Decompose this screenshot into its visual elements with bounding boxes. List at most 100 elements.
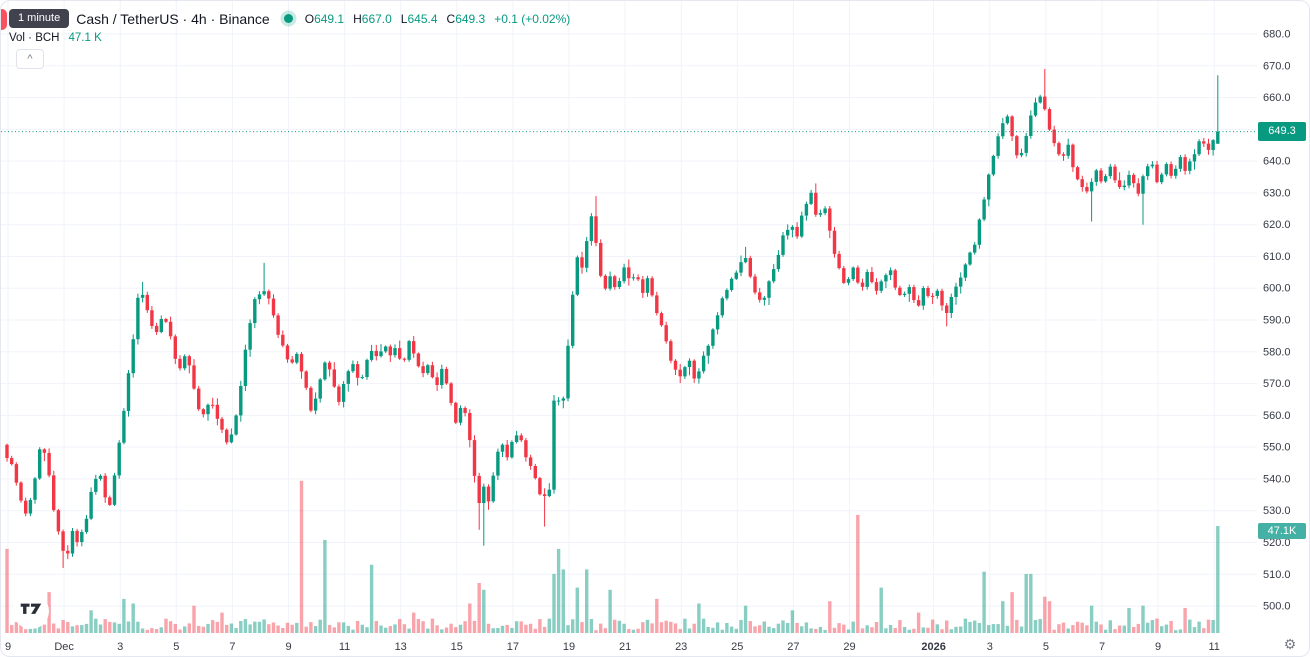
volume-bar <box>1080 622 1084 633</box>
candle <box>930 293 935 305</box>
candle <box>1005 114 1010 125</box>
volume-bar <box>884 628 888 633</box>
candle <box>538 476 542 496</box>
volume-bar <box>430 618 435 633</box>
price-tick: 620.0 <box>1263 219 1291 231</box>
candle <box>683 365 687 379</box>
candle <box>407 339 411 362</box>
time-tick: 21 <box>619 641 631 653</box>
volume-bar <box>140 628 145 633</box>
volume-bar <box>304 626 308 633</box>
volume-bar <box>533 628 537 633</box>
close-value: 649.3 <box>455 11 486 26</box>
candle <box>1061 152 1066 161</box>
volume-bar <box>748 621 752 633</box>
candle <box>828 206 832 239</box>
volume-bar <box>70 626 75 633</box>
candle <box>561 396 565 409</box>
volume-bar <box>823 630 827 633</box>
volume-bar <box>767 626 771 633</box>
candle <box>940 288 944 311</box>
volume-bar <box>117 623 121 633</box>
volume-bar <box>1197 621 1201 633</box>
volume-bar <box>1155 618 1159 633</box>
volume-legend: Vol · BCH 47.1 K <box>9 32 102 44</box>
candle <box>19 481 23 503</box>
axis-settings-gear-icon[interactable]: ⚙ <box>1283 636 1297 652</box>
candle <box>374 344 378 361</box>
candle <box>398 340 402 361</box>
candle <box>75 528 79 547</box>
volume-bar <box>1052 629 1056 633</box>
candle <box>706 344 710 364</box>
volume-bar <box>809 628 813 633</box>
volume-bar <box>1127 608 1131 633</box>
candle <box>669 339 673 364</box>
candle <box>1019 148 1024 158</box>
candle <box>842 265 846 284</box>
volume-bar <box>711 627 715 633</box>
candle <box>318 378 322 403</box>
candle <box>664 321 668 344</box>
candle <box>935 288 939 299</box>
candle <box>482 483 486 546</box>
volume-bar <box>369 564 374 633</box>
volume-bar <box>1038 619 1042 633</box>
candle <box>421 361 425 378</box>
candle <box>5 443 9 462</box>
time-tick: 23 <box>675 641 687 653</box>
candle <box>122 408 126 445</box>
volume-bar <box>145 629 149 633</box>
volume-bar <box>945 620 949 633</box>
market-status-icon <box>283 14 293 23</box>
candle <box>112 472 117 506</box>
candle <box>837 250 841 270</box>
volume-bar <box>678 629 682 633</box>
candle <box>963 263 968 281</box>
volume-bar <box>500 625 505 633</box>
candle <box>136 293 140 345</box>
candle <box>673 359 678 375</box>
candle <box>42 448 47 462</box>
volume-bar <box>341 622 346 633</box>
candle <box>327 360 332 377</box>
candle <box>636 274 640 282</box>
candle <box>154 322 159 335</box>
volume-bar <box>444 627 449 633</box>
volume-bar <box>178 629 182 633</box>
candle <box>10 455 14 466</box>
candle <box>720 296 724 318</box>
price-tick: 630.0 <box>1263 187 1291 199</box>
price-axis[interactable]: 680.0670.0660.0650.0640.0630.0620.0610.0… <box>1257 1 1310 633</box>
volume-bar <box>253 621 257 633</box>
candle <box>613 274 617 290</box>
candle <box>28 497 33 517</box>
candle <box>477 472 481 530</box>
time-axis[interactable]: 9 Dec 3 5 7 9 11 13 15 17 19 21 23 25 27 29 2026 3 5 7 9 11 <box>1 633 1310 657</box>
volume-bar <box>402 624 407 633</box>
tv-logo-icon <box>20 603 42 614</box>
candle <box>369 344 374 362</box>
candle <box>767 280 771 305</box>
collapse-pane-button[interactable]: ^ <box>16 49 44 69</box>
symbol-title[interactable]: Cash / TetherUS · 4h · Binance <box>76 10 270 27</box>
candle <box>603 274 608 291</box>
candle <box>987 173 991 207</box>
candle <box>996 133 1000 159</box>
time-tick: 5 <box>1043 641 1049 653</box>
tradingview-logo[interactable] <box>13 593 49 629</box>
candle <box>655 291 659 316</box>
volume-bar <box>1160 626 1164 633</box>
time-tick: 9 <box>5 641 11 653</box>
time-tick: 19 <box>563 641 575 653</box>
price-tick: 560.0 <box>1263 410 1291 422</box>
candle <box>267 289 271 305</box>
candle <box>285 343 290 363</box>
candle <box>758 287 762 303</box>
volume-bar <box>1075 621 1080 633</box>
volume-bar <box>893 628 897 633</box>
candle <box>463 406 467 417</box>
candle <box>968 251 972 266</box>
volume-bar <box>122 598 126 633</box>
